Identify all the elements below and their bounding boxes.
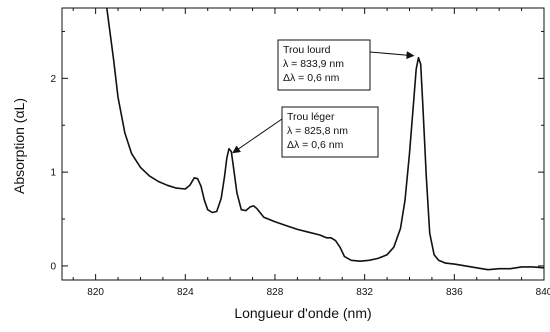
y-axis-label: Absorption (αL)	[11, 98, 27, 194]
annotation-arrow	[232, 118, 283, 154]
absorption-curve	[106, 7, 545, 271]
annotation-box	[281, 106, 379, 158]
x-tick-label: 824	[177, 287, 194, 298]
annotation-text: Δλ = 0,6 nm	[287, 139, 344, 151]
annotation: Trou lourd λ = 833,9 nm Δλ = 0,6 nm	[277, 39, 415, 91]
annotation-text: Trou lourd	[283, 44, 331, 56]
x-tick-label: 836	[446, 287, 463, 298]
x-tick-label: 840	[536, 287, 550, 298]
y-tick-label: 2	[50, 74, 56, 85]
x-tick-label: 820	[87, 287, 104, 298]
plot-area	[61, 7, 545, 281]
y-tick-label: 1	[50, 168, 56, 179]
y-tick-label: 0	[50, 261, 56, 272]
annotation: Trou léger λ = 825,8 nm Δλ = 0,6 nm	[232, 106, 379, 158]
annotation-text: λ = 825,8 nm	[287, 125, 348, 137]
annotation-text: Trou léger	[287, 111, 335, 123]
x-axis: 820 824 828 832 836 840	[72, 8, 550, 298]
x-tick-label: 832	[356, 287, 373, 298]
annotation-text: Δλ = 0,6 nm	[283, 72, 340, 84]
x-axis-label: Longueur d'onde (nm)	[234, 305, 371, 321]
annotation-arrow	[369, 51, 415, 60]
annotation-text: λ = 833,9 nm	[283, 58, 344, 70]
annotation-box	[277, 39, 371, 91]
y-axis: 0 1 2	[50, 30, 544, 272]
plot-frame	[61, 7, 545, 281]
x-tick-label: 828	[267, 287, 284, 298]
